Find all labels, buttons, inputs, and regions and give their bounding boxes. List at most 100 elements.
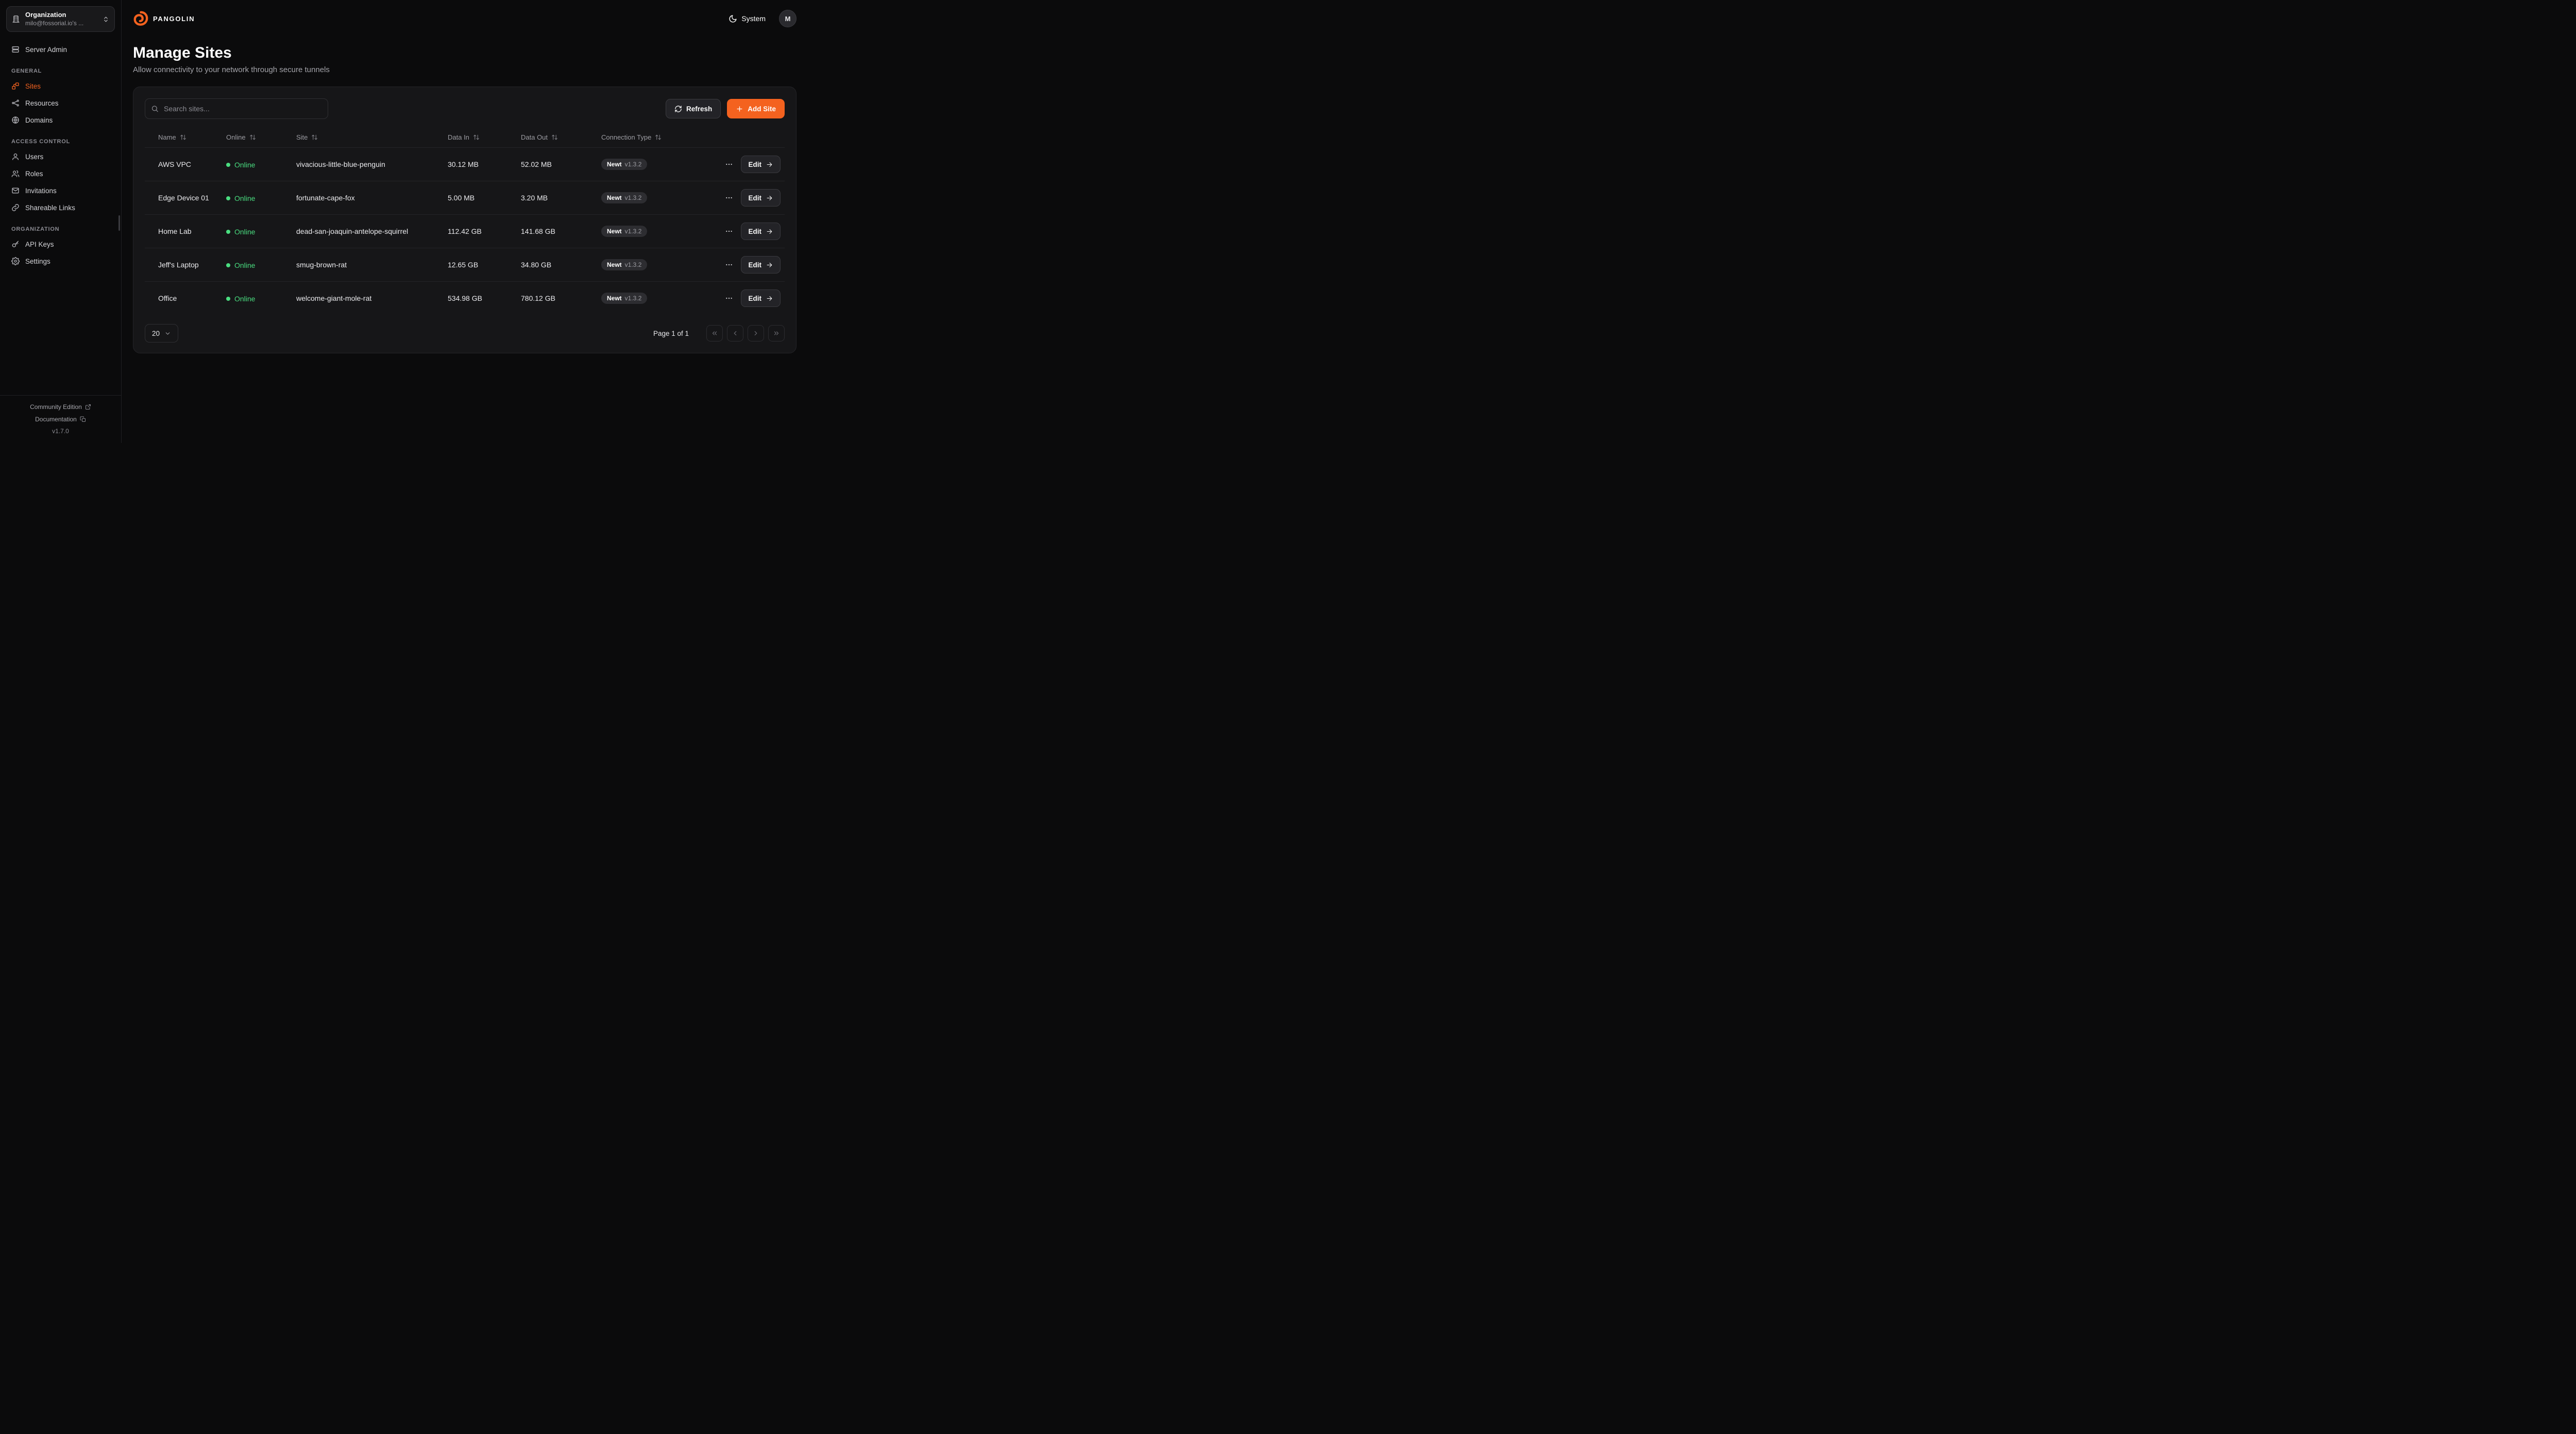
main-content: PANGOLIN System M Manage Sites Allow con… [122, 0, 808, 443]
edit-button[interactable]: Edit [740, 256, 781, 274]
sidebar-item-label: Resources [25, 99, 59, 107]
site-slug: vivacious-little-blue-penguin [296, 160, 385, 168]
online-status: Online [226, 161, 255, 169]
app: Organization milo@fossorial.io's ... Ser… [0, 0, 808, 443]
add-site-button[interactable]: Add Site [727, 99, 785, 118]
last-page-button[interactable] [768, 325, 785, 342]
refresh-icon [674, 105, 682, 113]
sites-card: Refresh Add Site Name Online [133, 87, 796, 353]
online-status: Online [226, 295, 255, 303]
user-icon [11, 152, 20, 161]
column-header-online[interactable]: Online [226, 133, 256, 141]
sidebar-section: GENERAL Sites Resources Domains [6, 68, 115, 128]
moon-icon [728, 14, 737, 23]
sidebar-item-roles[interactable]: Roles [6, 165, 115, 182]
data-out-value: 141.68 GB [521, 227, 555, 235]
row-actions: Edit [719, 256, 781, 274]
ellipsis-icon [725, 261, 733, 269]
edit-button[interactable]: Edit [740, 189, 781, 207]
row-menu-button[interactable] [724, 193, 734, 203]
row-menu-button[interactable] [724, 159, 734, 169]
data-out-value: 780.12 GB [521, 294, 555, 302]
next-page-button[interactable] [748, 325, 764, 342]
site-name: Edge Device 01 [158, 194, 209, 202]
column-header-name[interactable]: Name [158, 133, 187, 141]
column-header-site[interactable]: Site [296, 133, 318, 141]
globe-icon [11, 116, 20, 124]
edit-button[interactable]: Edit [740, 223, 781, 240]
arrow-right-icon [766, 161, 773, 168]
sidebar-item-users[interactable]: Users [6, 148, 115, 165]
building-icon [12, 15, 20, 23]
org-switcher[interactable]: Organization milo@fossorial.io's ... [6, 6, 115, 32]
arrow-right-icon [766, 228, 773, 235]
arrow-right-icon [766, 262, 773, 268]
sidebar-item-settings[interactable]: Settings [6, 253, 115, 269]
sidebar-item-label: Server Admin [25, 45, 67, 54]
resources-icon [11, 99, 20, 107]
pagination: Page 1 of 1 [653, 325, 785, 342]
version-label: v1.7.0 [52, 428, 69, 435]
site-slug: welcome-giant-mole-rat [296, 294, 372, 302]
sidebar-footer: Community Edition Documentation v1.7.0 [0, 395, 121, 443]
external-link-icon [85, 404, 91, 410]
chevrons-up-down-icon [103, 16, 109, 23]
edit-button[interactable]: Edit [740, 156, 781, 173]
table-toolbar: Refresh Add Site [145, 98, 785, 119]
sidebar-item-shareable-links[interactable]: Shareable Links [6, 199, 115, 216]
sort-icon [249, 134, 256, 141]
brand[interactable]: PANGOLIN [133, 11, 195, 26]
previous-page-button[interactable] [727, 325, 743, 342]
sidebar-item-api-keys[interactable]: API Keys [6, 236, 115, 252]
online-status: Online [226, 261, 255, 269]
sidebar-item-sites[interactable]: Sites [6, 78, 115, 94]
data-in-value: 12.65 GB [448, 261, 479, 269]
community-edition-label: Community Edition [30, 403, 82, 411]
roles-icon [11, 169, 20, 178]
page-size-select[interactable]: 20 [145, 324, 179, 343]
sidebar-item-resources[interactable]: Resources [6, 95, 115, 111]
sidebar-section: ACCESS CONTROL Users Roles Invitations S… [6, 139, 115, 216]
online-dot-icon [226, 296, 230, 301]
sidebar-item-domains[interactable]: Domains [6, 112, 115, 128]
community-edition-link[interactable]: Community Edition [27, 403, 94, 411]
search-input[interactable] [145, 98, 328, 119]
sidebar-item-label: Invitations [25, 186, 57, 195]
first-page-button[interactable] [706, 325, 723, 342]
row-menu-button[interactable] [724, 260, 734, 270]
edit-button[interactable]: Edit [740, 289, 781, 307]
online-status: Online [226, 194, 255, 202]
chevron-down-icon [164, 330, 171, 337]
column-header-data-in[interactable]: Data In [448, 133, 480, 141]
chevrons-left-icon [711, 330, 718, 337]
avatar[interactable]: M [779, 10, 796, 27]
theme-selector-button[interactable]: System [725, 14, 769, 24]
refresh-button[interactable]: Refresh [665, 99, 721, 118]
sidebar-section-title: ACCESS CONTROL [11, 139, 71, 145]
docs-icon [80, 416, 86, 422]
sidebar-item-invitations[interactable]: Invitations [6, 182, 115, 199]
sites-table: Name Online Site Data In Data Out Connec… [145, 127, 785, 315]
column-header-data-out[interactable]: Data Out [521, 133, 558, 141]
row-menu-button[interactable] [724, 293, 734, 303]
sidebar-item-label: Users [25, 152, 44, 161]
sidebar-item-server-admin[interactable]: Server Admin [6, 41, 115, 58]
data-in-value: 534.98 GB [448, 294, 482, 302]
sidebar-scrollbar[interactable] [118, 215, 120, 231]
plus-icon [736, 105, 743, 113]
sidebar: Organization milo@fossorial.io's ... Ser… [0, 0, 122, 443]
toolbar-actions: Refresh Add Site [665, 99, 785, 118]
data-out-value: 34.80 GB [521, 261, 552, 269]
sort-icon [473, 134, 480, 141]
column-header-connection-type[interactable]: Connection Type [601, 133, 662, 141]
row-actions: Edit [719, 289, 781, 307]
sidebar-item-label: Roles [25, 169, 43, 178]
gear-icon [11, 257, 20, 265]
server-icon [11, 45, 20, 54]
documentation-link[interactable]: Documentation [32, 415, 89, 423]
row-menu-button[interactable] [724, 226, 734, 236]
site-slug: dead-san-joaquin-antelope-squirrel [296, 227, 409, 235]
chevron-left-icon [732, 330, 739, 337]
sidebar-item-label: Settings [25, 257, 50, 265]
site-slug: fortunate-cape-fox [296, 194, 355, 202]
